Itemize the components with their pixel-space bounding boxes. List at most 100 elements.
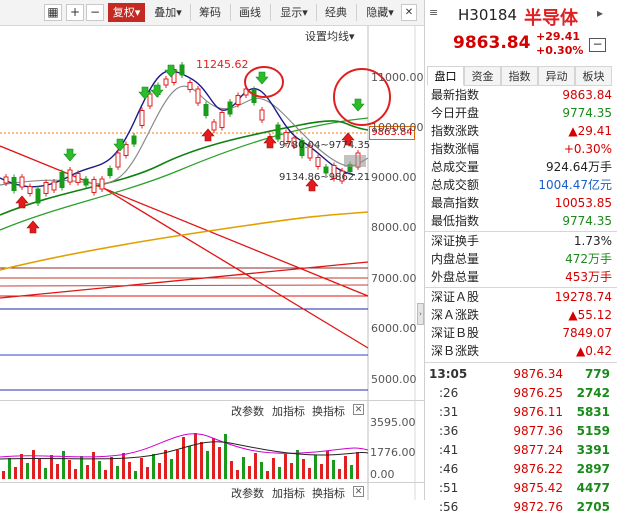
collapse-button[interactable]: − (589, 38, 606, 52)
index-change-pct: +0.30% (536, 44, 584, 57)
grid-icon[interactable]: ▦ (44, 4, 62, 21)
quote-row: 深Ａ涨跌 ▲55.12 (425, 306, 617, 324)
quote-field-label: 今日开盘 (431, 106, 480, 120)
tab-4[interactable]: 板块 (575, 66, 612, 86)
switch-indicator-button-2[interactable]: 换指标 (312, 487, 345, 500)
volume-chart (0, 433, 368, 479)
tick-time: :36 (439, 424, 459, 438)
quote-field-value: 1004.47亿元 (538, 178, 612, 192)
hide-button[interactable]: 隐藏▾ (366, 6, 394, 19)
tick-price: 9875.42 (513, 481, 563, 495)
switch-indicator-button[interactable]: 换指标 (312, 405, 345, 418)
ma-settings-button[interactable]: 设置均线▾ (305, 30, 355, 43)
y-axis-label: 6000.00 (371, 322, 417, 335)
quote-field-value: +0.30% (563, 142, 612, 156)
quote-field-value: 472万手 (565, 252, 612, 266)
quote-field-label: 内盘总量 (431, 252, 480, 266)
tick-volume: 779 (584, 367, 610, 381)
quote-field-label: 指数涨跌 (431, 124, 480, 138)
classic-button[interactable]: 经典 (325, 6, 347, 19)
quote-field-value: 7849.07 (562, 326, 612, 340)
tick-row: :26 9876.25 2742 (425, 384, 617, 403)
quote-field-label: 最新指数 (431, 88, 480, 102)
quote-row: 内盘总量 472万手 (425, 250, 617, 268)
zoom-in-button[interactable]: + (66, 4, 84, 21)
close-icon[interactable]: ✕ (353, 404, 364, 415)
tick-row: 13:05 9876.34 779 (425, 365, 617, 384)
quote-field-label: 深证Ａ股 (431, 290, 480, 304)
quote-field-value: 9774.35 (562, 214, 612, 228)
y-axis-label: 9000.00 (371, 171, 417, 184)
quote-field-label: 深证Ｂ股 (431, 326, 480, 340)
quote-field-label: 总成交量 (431, 160, 480, 174)
modify-params-button[interactable]: 改参数 (231, 405, 264, 418)
next-arrow-icon[interactable]: ▸ (597, 6, 604, 20)
y-axis-label: 11000.00 (371, 71, 424, 84)
tick-volume: 5831 (576, 405, 610, 419)
tick-row: :41 9877.24 3391 (425, 441, 617, 460)
quote-row: 最新指数 9863.84 (425, 86, 617, 104)
panel-toggle-handle[interactable]: › (417, 303, 424, 325)
tick-time: :56 (439, 500, 459, 514)
y-axis-label: 7000.00 (371, 272, 417, 285)
quote-row: 总成交额 1004.47亿元 (425, 176, 617, 194)
tab-2[interactable]: 指数 (501, 66, 538, 86)
tick-time: :51 (439, 481, 459, 495)
tab-3[interactable]: 异动 (538, 66, 575, 86)
y-axis-label: 8000.00 (371, 221, 417, 234)
quote-row: 指数涨跌 ▲29.41 (425, 122, 617, 140)
quote-field-value: ▲29.41 (568, 124, 612, 138)
tick-volume: 2897 (576, 462, 610, 476)
volume-axis-mid: 1776.00 (370, 446, 416, 459)
quote-field-label: 深Ａ涨跌 (431, 308, 480, 322)
y-axis-label: 5000.00 (371, 373, 417, 386)
quote-field-value: 453万手 (565, 270, 612, 284)
tick-row: :36 9877.36 5159 (425, 422, 617, 441)
quote-row: 深证Ａ股 19278.74 (425, 288, 617, 306)
toolbar: ▦ + − 复权▾ 叠加▾ 筹码 画线 显示▾ 经典 隐藏▾ ✕ (0, 0, 424, 26)
tab-0[interactable]: 盘口 (427, 66, 464, 86)
volume-axis-top: 3595.00 (370, 416, 416, 429)
display-button[interactable]: 显示▾ (280, 6, 308, 19)
tick-time: :26 (439, 386, 459, 400)
quote-row: 深证Ｂ股 7849.07 (425, 324, 617, 342)
tick-price: 9877.36 (513, 424, 563, 438)
zoom-out-button[interactable]: − (86, 4, 104, 21)
add-indicator-button-2[interactable]: 加指标 (272, 487, 305, 500)
kline-chart[interactable] (0, 0, 424, 500)
index-price: 9863.84 (453, 33, 531, 53)
tick-price: 9877.24 (513, 443, 563, 457)
tick-time: 13:05 (429, 367, 468, 381)
quote-field-value: ▲0.42 (576, 344, 612, 358)
tick-price: 9876.25 (513, 386, 563, 400)
close-icon[interactable]: ✕ (353, 486, 364, 497)
quote-row: 最高指数 10053.85 (425, 194, 617, 212)
quote-row: 最低指数 9774.35 (425, 212, 617, 230)
draw-line-button[interactable]: 画线 (239, 6, 261, 19)
close-icon[interactable]: ✕ (401, 4, 417, 21)
quote-row: 深Ｂ涨跌 ▲0.42 (425, 342, 617, 360)
chips-button[interactable]: 筹码 (199, 6, 221, 19)
add-indicator-button[interactable]: 加指标 (272, 405, 305, 418)
quote-field-value: 10053.85 (554, 196, 612, 210)
quote-field-label: 最高指数 (431, 196, 480, 210)
tick-volume: 4477 (576, 481, 610, 495)
quote-field-label: 总成交额 (431, 178, 480, 192)
quote-row: 今日开盘 9774.35 (425, 104, 617, 122)
tick-price: 9876.34 (513, 367, 563, 381)
tab-1[interactable]: 资金 (464, 66, 501, 86)
modify-params-button-2[interactable]: 改参数 (231, 487, 264, 500)
tick-volume: 5159 (576, 424, 610, 438)
volume-axis-zero: 0.00 (370, 468, 395, 481)
settings-icon[interactable]: ≡ (429, 6, 439, 19)
index-name: 半导体 (524, 8, 578, 29)
index-code: H30184 (458, 6, 517, 24)
quote-field-label: 指数涨幅 (431, 142, 480, 156)
quote-field-label: 最低指数 (431, 214, 480, 228)
overlay-button[interactable]: 叠加▾ (154, 6, 182, 19)
quote-field-value: 9863.84 (562, 88, 612, 102)
tick-row: :51 9875.42 4477 (425, 479, 617, 498)
restore-button[interactable]: 复权▾ (108, 3, 145, 22)
annotation-mid: 9780.04~9774.35 (279, 140, 371, 151)
tick-price: 9876.22 (513, 462, 563, 476)
